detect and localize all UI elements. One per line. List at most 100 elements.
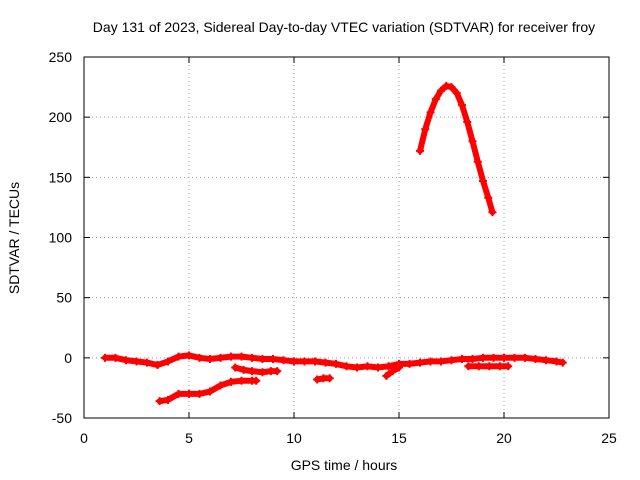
data-point xyxy=(542,356,550,365)
data-point xyxy=(437,357,445,366)
data-point xyxy=(164,395,172,404)
chart-title: Day 131 of 2023, Sidereal Day-to-day VTE… xyxy=(93,19,595,35)
y-tick-label: 0 xyxy=(64,350,72,366)
data-point xyxy=(552,357,561,366)
data-point xyxy=(468,355,477,364)
data-point xyxy=(185,389,193,398)
data-point xyxy=(290,357,298,366)
data-point xyxy=(321,358,330,367)
data-point xyxy=(231,363,240,372)
data-point xyxy=(416,358,424,367)
series-short-segment-18-20h xyxy=(464,362,513,371)
series-band xyxy=(417,82,496,216)
data-point xyxy=(442,81,451,90)
data-point xyxy=(489,353,498,362)
data-point xyxy=(468,137,477,146)
data-point xyxy=(258,368,267,377)
data-point xyxy=(458,101,466,110)
data-point xyxy=(174,389,183,398)
series-high-arc xyxy=(416,81,497,217)
data-point xyxy=(143,358,151,367)
data-point xyxy=(216,353,225,362)
data-point xyxy=(395,363,403,372)
data-point xyxy=(248,367,256,376)
data-point xyxy=(421,125,430,134)
data-point xyxy=(447,356,456,365)
y-tick-label: 150 xyxy=(49,169,73,185)
y-tick-label: 200 xyxy=(49,109,73,125)
data-point xyxy=(279,356,288,365)
data-point xyxy=(484,193,493,202)
data-point xyxy=(479,176,487,185)
data-point xyxy=(495,362,504,371)
data-point xyxy=(353,363,361,372)
data-point xyxy=(237,376,246,385)
axis-ticks: 0 5 10 15 20 25 -50 0 50 100 150 200 250 xyxy=(49,49,617,446)
data-point xyxy=(510,353,519,362)
data-point xyxy=(237,352,246,361)
data-point xyxy=(325,374,334,383)
data-point xyxy=(447,83,456,92)
series-short-segment-11-12h xyxy=(313,374,334,384)
series-main-band-near-zero xyxy=(101,351,567,372)
y-tick-label: 50 xyxy=(56,290,72,306)
series-short-segment-14-15h xyxy=(382,363,403,380)
data-point xyxy=(252,376,261,385)
y-tick-label: 100 xyxy=(49,230,73,246)
data-point xyxy=(311,357,319,366)
data-point xyxy=(155,397,164,406)
data-point xyxy=(195,389,204,398)
data-point xyxy=(473,157,482,166)
data-point xyxy=(431,95,440,104)
data-point xyxy=(384,362,393,371)
x-tick-label: 10 xyxy=(286,430,302,446)
data-point xyxy=(488,208,497,217)
y-axis-label: SDTVAR / TECUs xyxy=(6,182,22,294)
data-point xyxy=(153,361,162,370)
data-point xyxy=(332,359,340,368)
data-point xyxy=(426,108,435,117)
data-point xyxy=(485,362,494,371)
data-point xyxy=(273,367,282,376)
data-point xyxy=(101,353,109,362)
data-point xyxy=(437,86,445,95)
data-point xyxy=(531,355,540,364)
data-point xyxy=(388,367,397,376)
data-point xyxy=(248,353,256,362)
data-point xyxy=(363,362,372,371)
data-point xyxy=(405,359,414,368)
data-point xyxy=(216,381,225,390)
data-point xyxy=(227,377,235,386)
data-point xyxy=(382,371,391,380)
data-series xyxy=(101,81,567,406)
data-point xyxy=(504,362,513,371)
data-point xyxy=(185,351,193,360)
data-point xyxy=(227,352,235,361)
data-point xyxy=(474,362,483,371)
data-point xyxy=(132,357,141,366)
data-point xyxy=(500,353,508,362)
x-tick-label: 20 xyxy=(496,430,512,446)
data-point xyxy=(464,362,473,371)
data-point xyxy=(206,355,214,364)
y-tick-label: 250 xyxy=(49,49,73,65)
data-point xyxy=(206,387,214,396)
data-point xyxy=(558,358,567,367)
series-short-segment-7-9h xyxy=(231,363,282,377)
data-point xyxy=(426,357,435,366)
data-point xyxy=(521,353,529,362)
data-point xyxy=(258,355,267,364)
data-point xyxy=(269,355,277,364)
data-point xyxy=(458,355,466,364)
x-tick-label: 15 xyxy=(391,430,407,446)
series-low-arc xyxy=(155,376,261,406)
data-point xyxy=(239,365,248,374)
data-point xyxy=(416,146,424,155)
x-axis-label: GPS time / hours xyxy=(291,457,398,473)
data-point xyxy=(164,357,172,366)
data-point xyxy=(342,362,351,371)
x-tick-label: 0 xyxy=(80,430,88,446)
data-point xyxy=(479,353,487,362)
data-point xyxy=(463,117,472,126)
